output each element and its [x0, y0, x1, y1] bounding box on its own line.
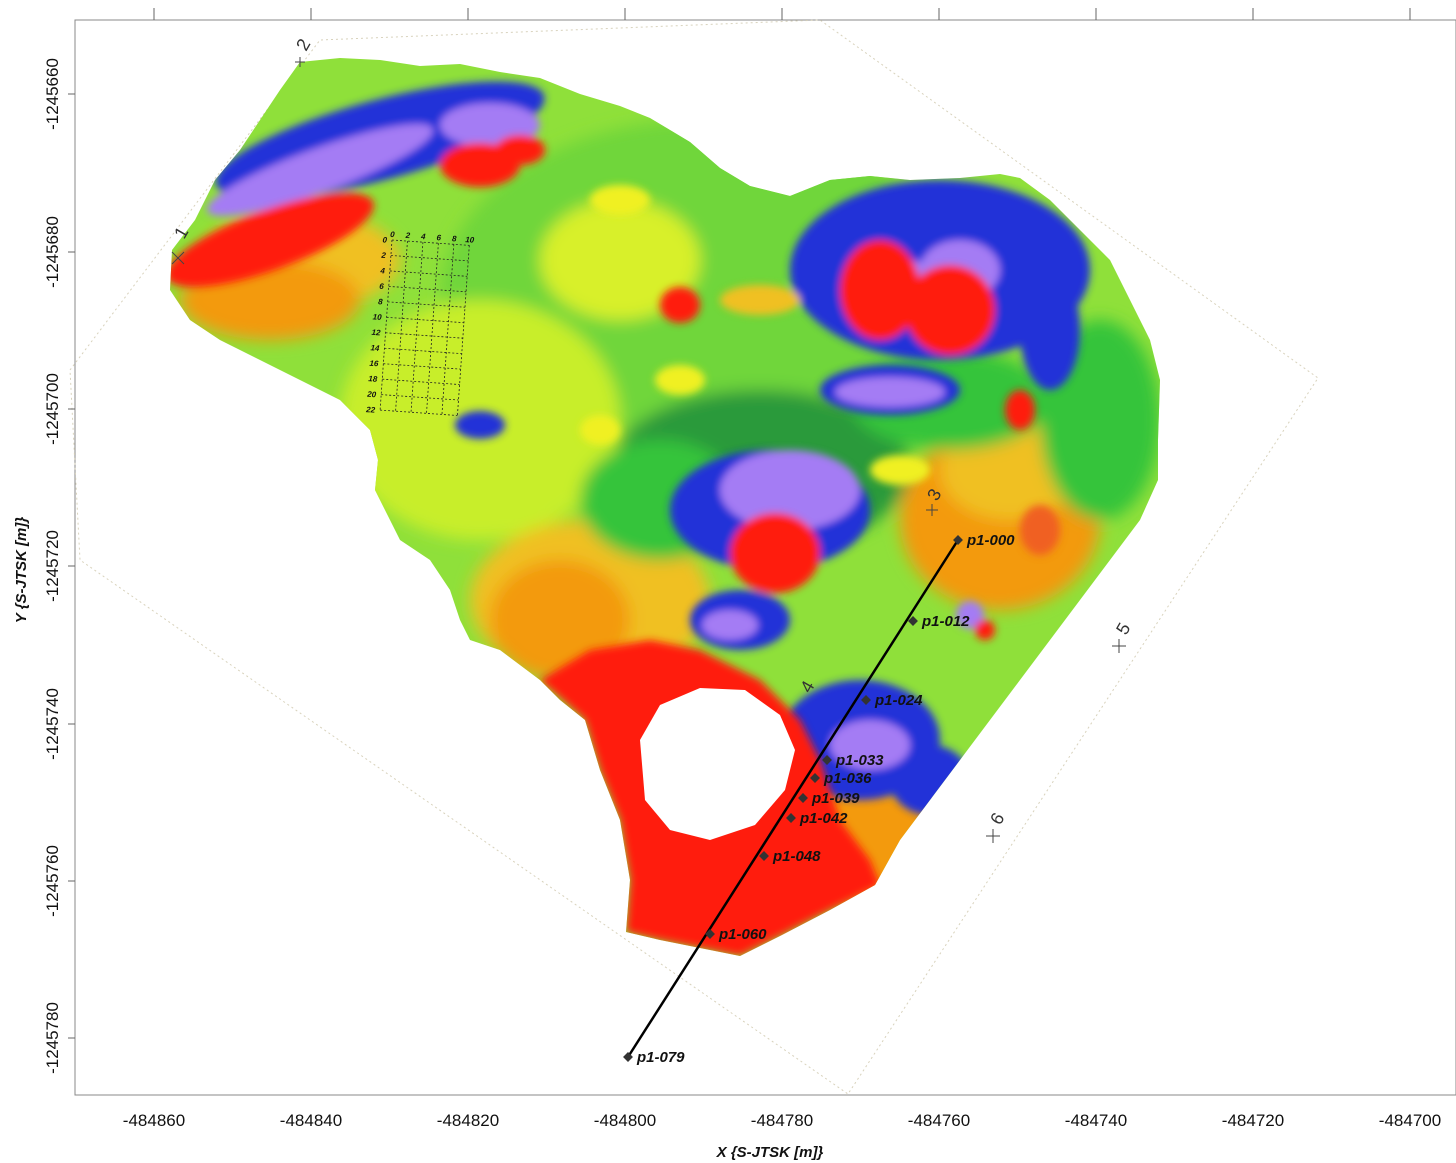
station-label: p1-012 [921, 613, 970, 630]
grid-y-label: 8 [378, 297, 384, 306]
x-tick-label: -484700 [1379, 1111, 1441, 1130]
x-axis: -484860 -484840 -484820 -484800 -484780 -4847… [123, 8, 1441, 1130]
grid-line [410, 242, 424, 413]
grid-line [383, 363, 461, 370]
station-marker [810, 773, 820, 783]
data-gap [640, 688, 795, 840]
grid-line [381, 394, 459, 401]
grid-y-label: 18 [368, 374, 378, 384]
grid-line [388, 285, 467, 293]
station-marker [786, 813, 796, 823]
station-label: p1-079 [636, 1049, 685, 1066]
grid-y-label: 4 [379, 266, 386, 275]
x-tick-label: -484860 [123, 1111, 185, 1130]
grid-y-label: 6 [379, 282, 385, 291]
grid-line [395, 241, 408, 412]
y-tick-label: -1245740 [43, 688, 62, 760]
grid-y-label: 12 [371, 328, 381, 338]
station-marker [798, 793, 808, 803]
station-label: p1-048 [772, 848, 821, 865]
grid-line [390, 255, 469, 262]
grid-x-label: 2 [404, 231, 411, 240]
grid-y-label: 22 [365, 405, 376, 415]
station-marker [861, 695, 871, 705]
grid-line [391, 239, 470, 246]
y-tick-label: -1245680 [43, 216, 62, 288]
y-tick-label: -1245700 [43, 373, 62, 445]
grid-line [384, 347, 462, 355]
station-label: p1-033 [835, 752, 884, 769]
station-label: p1-036 [823, 770, 872, 787]
station-marker [953, 535, 963, 545]
grid-y-label: 0 [382, 235, 388, 244]
grid-line [379, 239, 393, 411]
x-tick-label: -484740 [1065, 1111, 1127, 1130]
grid-line [386, 316, 464, 324]
grid-x-label: 8 [452, 234, 458, 243]
y-tick-label: -1245720 [43, 530, 62, 602]
grid-y-label: 20 [366, 390, 377, 400]
x-tick-label: -484800 [594, 1111, 656, 1130]
y-tick-label: -1245660 [43, 58, 62, 130]
grid-y-label: 14 [370, 343, 380, 353]
x-axis-title: X {S-JTSK [m]} [716, 1144, 824, 1161]
station-label: p1-042 [799, 810, 848, 827]
grid-line [441, 244, 455, 415]
x-tick-label: -484720 [1222, 1111, 1284, 1130]
grid-y-label: 2 [380, 251, 387, 260]
station-label: p1-000 [966, 532, 1015, 549]
y-tick-label: -1245780 [43, 1002, 62, 1074]
x-tick-label: -484820 [437, 1111, 499, 1130]
station-label: p1-024 [874, 692, 923, 709]
profile-line [626, 539, 960, 1058]
grid-line [426, 243, 439, 414]
grid-line [385, 332, 463, 339]
y-axis-title: Y {S-JTSK [m]} [13, 517, 30, 624]
grid-line [389, 270, 468, 277]
grid-line [457, 245, 470, 416]
grid-x-label: 4 [420, 232, 427, 241]
grid-x-label: 6 [436, 233, 442, 242]
station-label: p1-060 [718, 926, 767, 943]
grid-y-label: 10 [372, 312, 382, 322]
grid-line [387, 301, 466, 308]
grid-x-label: 10 [465, 235, 475, 245]
grid-x-label: 0 [390, 230, 396, 239]
station-marker [705, 929, 715, 939]
grid-line [382, 378, 460, 385]
station-label: p1-039 [811, 790, 860, 807]
y-tick-label: -1245760 [43, 845, 62, 917]
station-marker [822, 755, 832, 765]
y-axis: -1245660 -1245680 -1245700 -1245720 -1245740… [43, 58, 75, 1074]
x-tick-label: -484780 [751, 1111, 813, 1130]
station-marker [759, 851, 769, 861]
x-tick-label: -484760 [908, 1111, 970, 1130]
x-tick-label: -484840 [280, 1111, 342, 1130]
station-marker [908, 616, 918, 626]
grid-line [380, 409, 458, 416]
grid-y-label: 16 [369, 359, 379, 369]
station-marker [623, 1052, 633, 1062]
